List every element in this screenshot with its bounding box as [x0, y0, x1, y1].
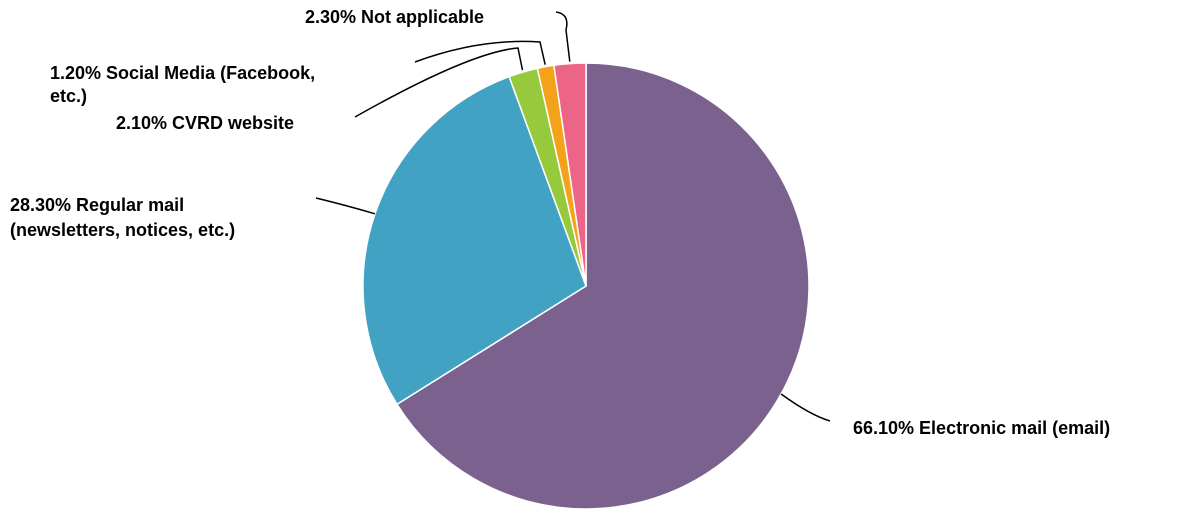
data-label-electronic-mail: 66.10% Electronic mail (email): [853, 418, 1110, 438]
leader-line-cvrd-website: [354, 47, 524, 118]
pie-slice-not-applicable: [553, 62, 587, 287]
data-label-regular-mail: 28.30% Regular mail (newsletters, notice…: [10, 195, 235, 240]
slices-layer: [362, 62, 810, 510]
pie-slice-regular-mail-newsletters-notices-etc: [362, 75, 587, 406]
data-label-cvrd-website: 2.10% CVRD website: [116, 113, 294, 133]
leader-line-not-applicable: [555, 11, 571, 62]
data-label-cvrd-website-line-1: 2.10% CVRD website: [116, 113, 294, 133]
leader-line-electronic-mail: [780, 393, 831, 422]
data-label-electronic-mail-line-1: 66.10% Electronic mail (email): [853, 418, 1110, 438]
data-label-social-media-line-2: etc.): [50, 86, 87, 106]
leader-lines-layer: [315, 11, 831, 422]
pie-slice-electronic-mail-email: [395, 62, 810, 510]
data-label-social-media: 1.20% Social Media (Facebook, etc.): [50, 63, 320, 106]
data-label-regular-mail-line-2: (newsletters, notices, etc.): [10, 220, 235, 240]
data-label-regular-mail-line-1: 28.30% Regular mail: [10, 195, 184, 215]
leader-line-social-media: [414, 40, 546, 65]
data-label-social-media-line-1: 1.20% Social Media (Facebook,: [50, 63, 315, 83]
data-labels-layer: 66.10% Electronic mail (email) 28.30% Re…: [10, 7, 1110, 438]
leader-line-regular-mail: [315, 197, 376, 215]
data-label-not-applicable: 2.30% Not applicable: [305, 7, 484, 27]
data-label-not-applicable-line-1: 2.30% Not applicable: [305, 7, 484, 27]
